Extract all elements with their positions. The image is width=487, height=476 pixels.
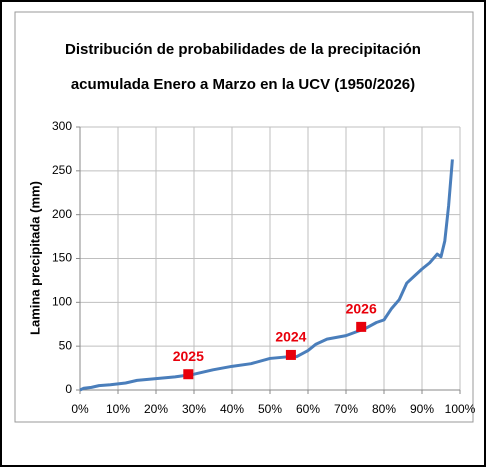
y-tick-label: 100 bbox=[52, 295, 72, 309]
y-axis-label: Lamina precipitada (mm) bbox=[27, 181, 42, 335]
chart-title: acumulada Enero a Marzo en la UCV (1950/… bbox=[71, 76, 415, 93]
highlight-marker bbox=[285, 349, 296, 360]
y-tick-label: 200 bbox=[52, 207, 72, 221]
x-tick-label: 0% bbox=[71, 402, 89, 416]
highlight-marker bbox=[183, 369, 194, 380]
x-tick-label: 30% bbox=[182, 402, 206, 416]
highlight-marker bbox=[356, 321, 367, 332]
highlight-label: 2024 bbox=[275, 329, 306, 345]
x-tick-label: 60% bbox=[296, 402, 320, 416]
y-tick-label: 300 bbox=[52, 119, 72, 133]
outer-frame bbox=[0, 0, 486, 467]
chart-title: Distribución de probabilidades de la pre… bbox=[65, 41, 421, 58]
chart-frame bbox=[14, 11, 474, 423]
x-tick-label: 20% bbox=[144, 402, 168, 416]
x-tick-label: 40% bbox=[220, 402, 244, 416]
x-tick-label: 70% bbox=[334, 402, 358, 416]
y-tick-label: 50 bbox=[59, 338, 73, 352]
x-tick-label: 100% bbox=[445, 402, 476, 416]
y-tick-label: 150 bbox=[52, 251, 72, 265]
highlight-label: 2025 bbox=[173, 348, 204, 364]
y-tick-label: 0 bbox=[65, 382, 72, 396]
data-line bbox=[79, 159, 454, 392]
x-tick-label: 10% bbox=[106, 402, 130, 416]
x-tick-label: 80% bbox=[372, 402, 396, 416]
y-tick-label: 250 bbox=[52, 163, 72, 177]
x-tick-label: 90% bbox=[410, 402, 434, 416]
highlight-label: 2026 bbox=[346, 301, 377, 317]
x-tick-label: 50% bbox=[258, 402, 282, 416]
